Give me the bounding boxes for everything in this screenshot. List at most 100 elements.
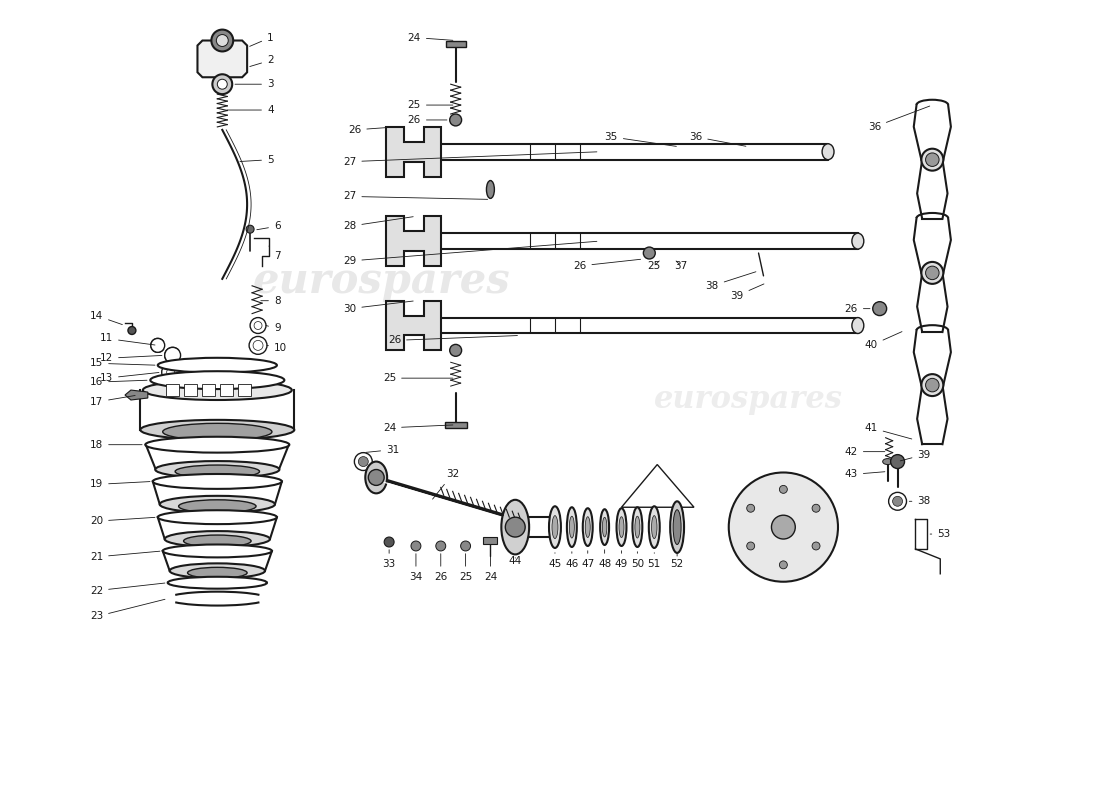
- Circle shape: [771, 515, 795, 539]
- Circle shape: [450, 114, 462, 126]
- Text: 51: 51: [648, 553, 661, 569]
- Ellipse shape: [566, 507, 576, 547]
- Text: eurospares: eurospares: [252, 260, 510, 302]
- Circle shape: [644, 247, 656, 259]
- Text: 46: 46: [565, 552, 579, 569]
- Text: 26: 26: [845, 304, 870, 314]
- Text: 8: 8: [261, 296, 280, 306]
- Circle shape: [747, 504, 755, 512]
- Text: 39: 39: [900, 450, 931, 461]
- Text: 48: 48: [598, 550, 612, 569]
- Text: 24: 24: [383, 423, 453, 433]
- Text: 34: 34: [409, 554, 422, 582]
- Polygon shape: [621, 465, 694, 507]
- Circle shape: [246, 226, 254, 233]
- Text: 23: 23: [90, 599, 165, 622]
- Ellipse shape: [882, 458, 892, 465]
- Ellipse shape: [486, 181, 494, 198]
- Ellipse shape: [549, 506, 561, 548]
- Text: 12: 12: [100, 354, 162, 363]
- Text: 20: 20: [90, 516, 155, 526]
- Text: 35: 35: [605, 132, 676, 146]
- Text: 25: 25: [459, 554, 472, 582]
- Text: eurospares: eurospares: [654, 385, 843, 415]
- Ellipse shape: [143, 380, 292, 400]
- Circle shape: [747, 542, 755, 550]
- Circle shape: [922, 149, 944, 170]
- Text: 18: 18: [90, 440, 142, 450]
- Polygon shape: [198, 41, 248, 78]
- Circle shape: [151, 338, 165, 352]
- Circle shape: [368, 470, 384, 486]
- Circle shape: [436, 541, 446, 551]
- Text: 53: 53: [931, 529, 950, 539]
- Circle shape: [354, 453, 372, 470]
- Circle shape: [889, 492, 906, 510]
- Ellipse shape: [670, 502, 684, 553]
- Text: 9: 9: [266, 323, 280, 334]
- Text: 1: 1: [250, 33, 274, 46]
- Circle shape: [891, 454, 904, 469]
- Ellipse shape: [141, 420, 295, 440]
- Ellipse shape: [616, 508, 627, 546]
- Text: 50: 50: [630, 552, 644, 569]
- Text: 6: 6: [256, 222, 280, 231]
- Polygon shape: [386, 127, 441, 177]
- Text: 14: 14: [90, 310, 122, 325]
- Text: 44: 44: [508, 556, 521, 566]
- Ellipse shape: [175, 465, 260, 478]
- Ellipse shape: [178, 500, 256, 513]
- Ellipse shape: [169, 563, 265, 578]
- Bar: [166, 384, 179, 396]
- Ellipse shape: [163, 545, 272, 558]
- Ellipse shape: [187, 567, 248, 578]
- Text: 24: 24: [484, 554, 497, 582]
- Ellipse shape: [165, 531, 270, 547]
- Text: 24: 24: [408, 33, 453, 42]
- Ellipse shape: [632, 507, 642, 547]
- Ellipse shape: [157, 358, 277, 373]
- Text: 36: 36: [689, 132, 746, 146]
- Text: 2: 2: [250, 55, 274, 66]
- Ellipse shape: [651, 516, 657, 538]
- Text: 19: 19: [90, 479, 150, 490]
- Text: 3: 3: [235, 79, 274, 90]
- Polygon shape: [444, 422, 466, 428]
- Circle shape: [218, 79, 228, 89]
- Ellipse shape: [145, 437, 289, 453]
- Circle shape: [922, 262, 944, 284]
- Circle shape: [250, 318, 266, 334]
- Text: 16: 16: [90, 377, 147, 387]
- Circle shape: [450, 344, 462, 356]
- Text: 25: 25: [648, 261, 661, 271]
- Text: 27: 27: [343, 191, 487, 202]
- Text: 10: 10: [267, 343, 287, 354]
- Text: 41: 41: [865, 423, 912, 439]
- Text: 31: 31: [366, 445, 399, 454]
- Circle shape: [249, 337, 267, 354]
- Circle shape: [165, 347, 180, 363]
- Text: 26: 26: [573, 259, 640, 271]
- Text: 52: 52: [671, 554, 684, 569]
- Text: 15: 15: [90, 358, 155, 368]
- Ellipse shape: [619, 517, 624, 538]
- Bar: [220, 384, 233, 396]
- Bar: [202, 384, 215, 396]
- Text: 11: 11: [100, 334, 155, 345]
- Text: 45: 45: [548, 553, 562, 569]
- Ellipse shape: [552, 516, 558, 538]
- Polygon shape: [446, 41, 465, 47]
- Polygon shape: [386, 216, 441, 266]
- Ellipse shape: [157, 510, 277, 524]
- Circle shape: [212, 74, 232, 94]
- Circle shape: [128, 326, 136, 334]
- Text: 29: 29: [343, 242, 597, 266]
- Ellipse shape: [502, 500, 529, 554]
- Ellipse shape: [585, 517, 591, 538]
- Polygon shape: [125, 390, 147, 400]
- Circle shape: [384, 537, 394, 547]
- Circle shape: [925, 153, 939, 166]
- Text: 5: 5: [240, 154, 274, 165]
- Circle shape: [461, 541, 471, 551]
- Text: 27: 27: [343, 152, 597, 166]
